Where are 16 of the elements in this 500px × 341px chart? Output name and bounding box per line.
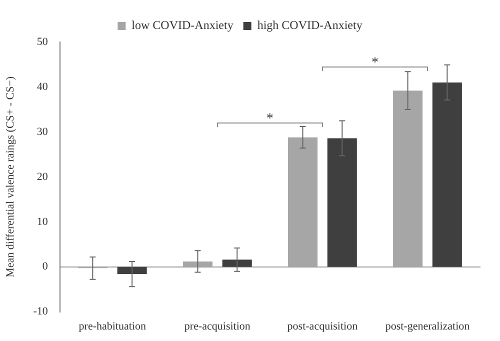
legend-label: high COVID-Anxiety [257,18,362,32]
x-tick-label: pre-acquisition [184,320,251,332]
annotation: * [266,112,274,127]
annotation: * [371,56,378,71]
y-tick-label: -10 [33,306,48,318]
x-tick-label: pre-habituation [78,320,146,332]
legend-label: low COVID-Anxiety [132,18,234,32]
x-tick-label: post-acquisition [287,320,358,332]
y-tick-label: 0 [42,260,48,273]
y-tick-label: 20 [36,170,48,183]
y-tick-label: 50 [36,36,48,48]
x-tick-label: post-generalization [385,320,470,332]
y-tick-label: 10 [36,216,48,228]
y-tick-label: 30 [36,126,48,138]
y-axis-title: Mean differential valence raings (CS+ - CS−) [4,76,16,278]
y-tick-label: 40 [36,80,48,93]
